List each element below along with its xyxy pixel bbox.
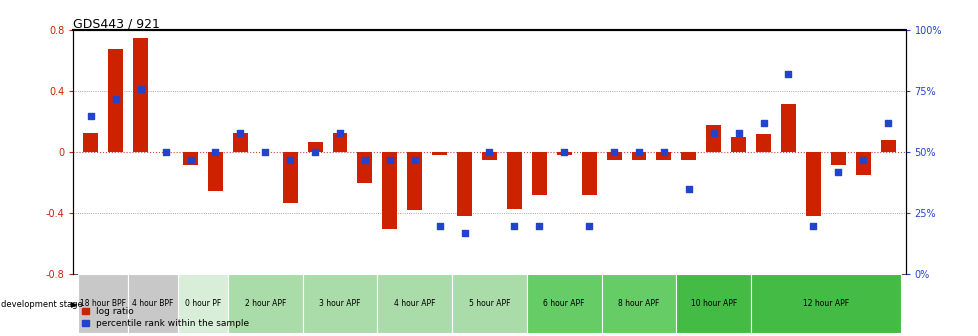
Bar	[283, 152, 297, 203]
Point	[829, 169, 845, 175]
Point	[282, 157, 297, 162]
Point	[108, 96, 123, 101]
Bar	[377, 275, 452, 333]
Legend: log ratio, percentile rank within the sample: log ratio, percentile rank within the sa…	[78, 303, 252, 332]
Point	[531, 223, 547, 228]
Text: ▶: ▶	[70, 300, 77, 308]
Bar	[681, 152, 695, 160]
Text: 5 hour APF: 5 hour APF	[468, 299, 510, 308]
Point	[381, 157, 397, 162]
Point	[506, 223, 521, 228]
Bar	[830, 152, 845, 165]
Bar	[656, 152, 671, 160]
Bar	[755, 134, 771, 152]
Point	[307, 150, 323, 155]
Bar	[531, 152, 547, 195]
Bar	[526, 275, 601, 333]
Point	[581, 223, 597, 228]
Bar	[880, 140, 895, 152]
Bar	[78, 275, 128, 333]
Point	[556, 150, 571, 155]
Bar	[481, 152, 497, 160]
Bar	[780, 103, 795, 152]
Point	[481, 150, 497, 155]
Bar	[457, 152, 471, 216]
Point	[207, 150, 223, 155]
Bar	[750, 275, 900, 333]
Bar	[631, 152, 645, 160]
Text: 4 hour APF: 4 hour APF	[393, 299, 435, 308]
Bar	[233, 132, 247, 152]
Point	[631, 150, 646, 155]
Point	[805, 223, 821, 228]
Bar	[83, 132, 98, 152]
Bar	[606, 152, 621, 160]
Bar	[133, 38, 148, 152]
Point	[431, 223, 447, 228]
Text: 2 hour APF: 2 hour APF	[244, 299, 286, 308]
Point	[183, 157, 199, 162]
Bar	[183, 152, 198, 165]
Point	[357, 157, 373, 162]
Bar	[705, 125, 721, 152]
Bar	[601, 275, 676, 333]
Bar	[452, 275, 526, 333]
Bar	[805, 152, 820, 216]
Point	[233, 130, 248, 135]
Bar	[382, 152, 397, 229]
Bar	[855, 152, 869, 175]
Bar	[109, 49, 123, 152]
Point	[655, 150, 671, 155]
Text: 12 hour APF: 12 hour APF	[802, 299, 848, 308]
Text: 4 hour BPF: 4 hour BPF	[132, 299, 174, 308]
Point	[407, 157, 422, 162]
Bar	[178, 275, 228, 333]
Bar	[407, 152, 422, 210]
Text: 3 hour APF: 3 hour APF	[319, 299, 361, 308]
Point	[730, 130, 745, 135]
Text: 6 hour APF: 6 hour APF	[543, 299, 585, 308]
Text: GDS443 / 921: GDS443 / 921	[73, 17, 160, 30]
Bar	[431, 152, 447, 156]
Point	[779, 72, 795, 77]
Bar	[128, 275, 178, 333]
Bar	[307, 142, 322, 152]
Bar	[731, 137, 745, 152]
Bar	[556, 152, 571, 156]
Bar	[507, 152, 521, 209]
Bar	[333, 132, 347, 152]
Bar	[357, 152, 372, 183]
Text: 0 hour PF: 0 hour PF	[185, 299, 221, 308]
Point	[855, 157, 870, 162]
Point	[879, 120, 895, 126]
Point	[332, 130, 347, 135]
Point	[605, 150, 621, 155]
Point	[705, 130, 721, 135]
Bar	[302, 275, 377, 333]
Text: 18 hour BPF: 18 hour BPF	[80, 299, 126, 308]
Point	[83, 113, 99, 118]
Point	[157, 150, 173, 155]
Bar	[207, 152, 223, 191]
Bar	[676, 275, 750, 333]
Text: 10 hour APF: 10 hour APF	[689, 299, 736, 308]
Bar	[228, 275, 302, 333]
Point	[133, 86, 149, 91]
Point	[257, 150, 273, 155]
Point	[681, 186, 696, 192]
Point	[755, 120, 771, 126]
Bar	[581, 152, 596, 195]
Text: 8 hour APF: 8 hour APF	[618, 299, 659, 308]
Text: development stage: development stage	[1, 300, 83, 308]
Point	[457, 230, 472, 236]
